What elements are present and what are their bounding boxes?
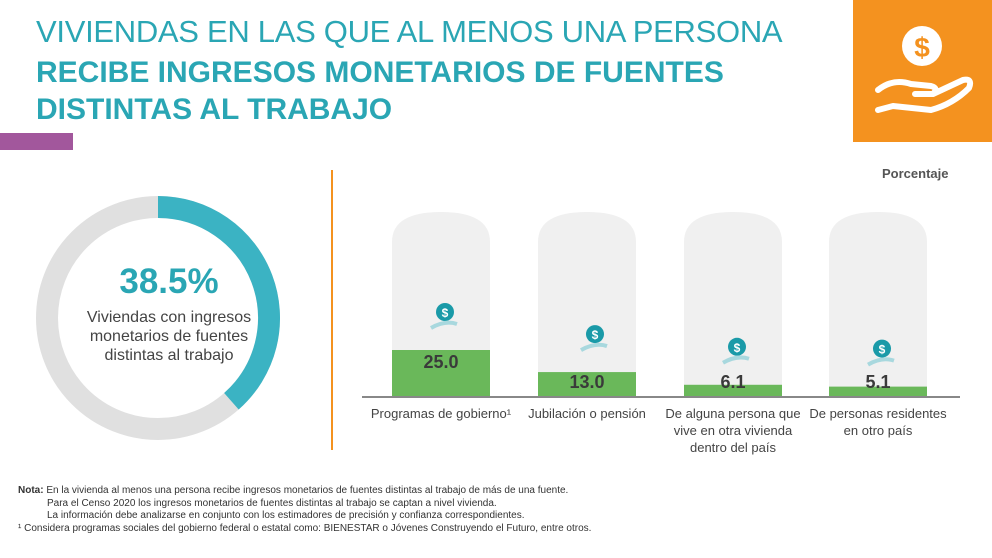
bar-value-label: 13.0 [569, 372, 605, 392]
category-label: Programas de gobierno¹ [370, 406, 512, 421]
mexico-map-money-icon: $ [722, 337, 750, 365]
note-label: Nota: [18, 485, 44, 496]
note-line1: En la vivienda al menos una persona reci… [43, 485, 569, 496]
bar-value-label: 6.1 [720, 372, 746, 392]
bar-chart: $ $ $ $ [362, 212, 960, 398]
house-money-hand-icon: $ [430, 303, 458, 330]
bar-background [538, 212, 636, 396]
donut-value-arc [157, 196, 280, 410]
note-line3: La información debe analizarse en conjun… [47, 510, 525, 521]
svg-text:$: $ [914, 32, 930, 63]
bar-value-label: 25.0 [423, 352, 459, 372]
accent-bar [0, 133, 73, 150]
svg-text:$: $ [879, 343, 886, 357]
svg-text:$: $ [592, 328, 599, 342]
title-line2: RECIBE INGRESOS MONETARIOS DE FUENTES DI… [36, 56, 724, 126]
bar-value-label: 5.1 [865, 372, 891, 392]
svg-text:$: $ [442, 306, 449, 320]
category-label: De personas residentes en otro país [809, 406, 947, 438]
money-hand-icon: $ [853, 0, 992, 142]
divider [331, 170, 333, 450]
donut-text: Viviendas con ingresos monetarios de fue… [86, 309, 252, 364]
bar-background [684, 212, 782, 396]
bar [538, 372, 636, 396]
title-line1: VIVIENDAS EN LAS QUE AL MENOS UNA PERSON… [36, 14, 783, 49]
bar [684, 384, 782, 396]
category-label: De alguna persona que vive en otra vivie… [665, 406, 801, 455]
notes: Nota: En la vivienda al menos una person… [18, 485, 591, 535]
unit-label: Porcentaje [882, 166, 949, 181]
note-footnote: ¹ Considera programas sociales del gobie… [18, 522, 592, 534]
world-map-money-icon: $ [867, 339, 895, 367]
pension-card-icon: $ [580, 325, 608, 352]
bar-background [829, 212, 927, 396]
category-label: Jubilación o pensión [528, 406, 646, 421]
donut-chart [36, 196, 280, 440]
donut-value: 38.5% [119, 262, 219, 301]
bar [829, 386, 927, 396]
svg-text:$: $ [734, 341, 741, 355]
note-line2: Para el Censo 2020 los ingresos monetari… [47, 497, 497, 509]
bar [392, 350, 490, 396]
